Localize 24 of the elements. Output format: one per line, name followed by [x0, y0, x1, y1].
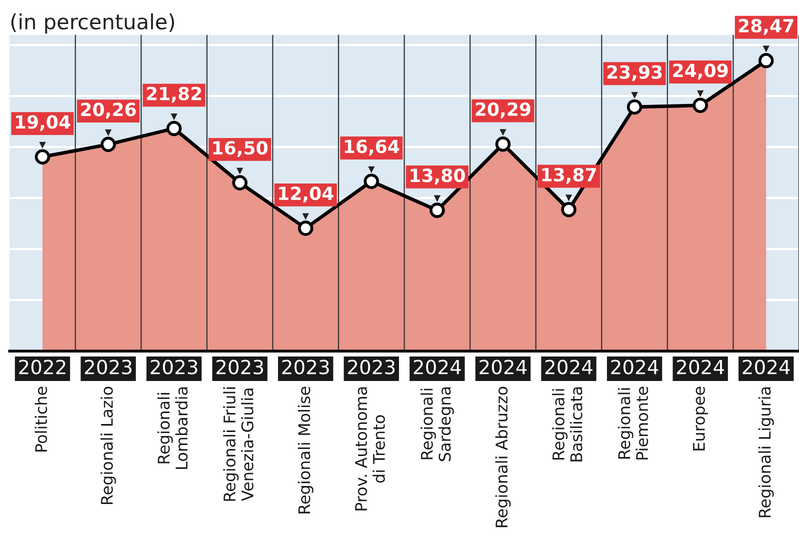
x-tick-label: 2022 Politiche — [19, 360, 66, 452]
x-tick-label: 2023 Regionali Lazio — [84, 360, 132, 504]
data-label: 13,87 — [542, 168, 596, 184]
data-label: 12,04 — [279, 186, 334, 202]
x-tick-label: 2023 Regionali Friuli Venezia-Giulia — [216, 360, 264, 502]
chart-title: (in percentuale) — [11, 13, 174, 34]
x-tick-label: 2024 Regionali Piemonte — [611, 360, 658, 460]
x-tick-label: 2023 Regionali Lombardia — [150, 360, 198, 469]
data-label: 13,80 — [410, 168, 465, 185]
data-label: 24,09 — [673, 64, 728, 80]
data-label: 19,04 — [16, 115, 70, 132]
data-label: 28,47 — [738, 18, 794, 35]
x-tick-label: 2023 Regionali Molise — [282, 360, 329, 514]
data-label: 16,64 — [344, 140, 400, 156]
x-tick-label: 2023 Prov. Autonoma di Trento — [348, 360, 395, 510]
data-label: 20,29 — [476, 102, 530, 118]
x-tick-label: 2024 Regionali Basilicata — [545, 360, 592, 462]
data-label: 21,82 — [146, 86, 202, 103]
x-tick-label: 2024 Regionali Liguria — [742, 360, 790, 518]
data-label: 16,50 — [213, 141, 268, 157]
x-tick-label: 2024 Europee — [677, 360, 724, 450]
data-label: 20,26 — [81, 102, 136, 119]
data-label: 23,93 — [607, 65, 662, 82]
x-tick-label: 2024 Regionali Sardegna — [414, 360, 461, 462]
